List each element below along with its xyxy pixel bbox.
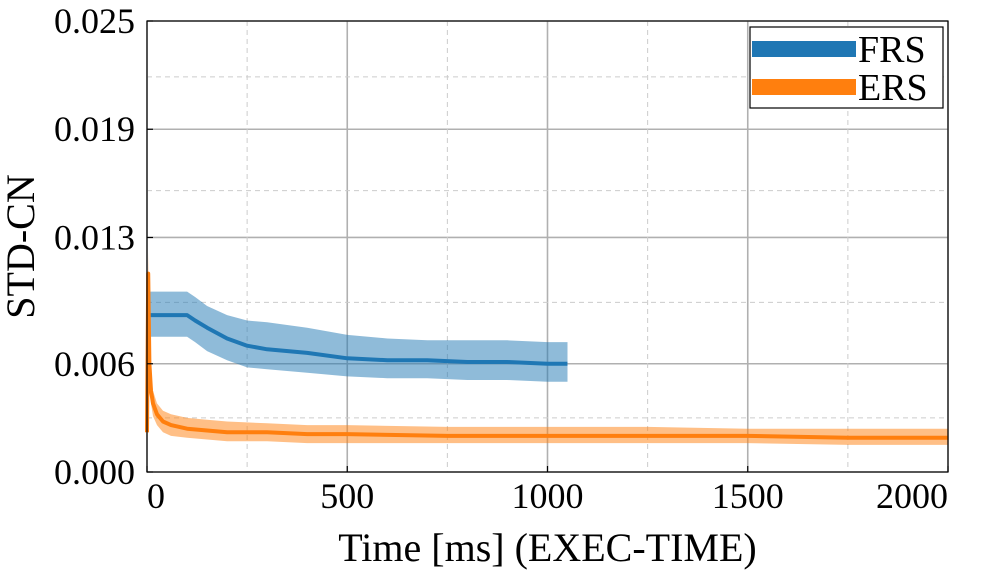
x-tick-label: 2000: [876, 476, 948, 516]
legend-label-frs: FRS: [858, 29, 926, 71]
series-lines: [145, 271, 948, 440]
line-frs: [147, 313, 568, 366]
confidence-bands: [147, 251, 948, 445]
legend-label-ers: ERS: [858, 67, 928, 109]
y-tick-label: 0.019: [54, 109, 135, 149]
y-tick-label: 0.013: [54, 217, 135, 257]
band-ers: [147, 251, 948, 445]
band-frs: [147, 291, 568, 382]
x-tick-label: 1000: [512, 476, 584, 516]
x-tick-label: 0: [147, 476, 165, 516]
y-tick-label: 0.025: [54, 1, 135, 41]
y-axis-label: STD-CN: [0, 174, 43, 318]
y-tick-label: 0.000: [54, 452, 135, 492]
axis-ticks: 0 500 1000 1500 2000 0.000 0.006 0.013 0.019 0.02…: [54, 1, 949, 516]
x-tick-label: 500: [320, 476, 374, 516]
x-axis-label: Time [ms] (EXEC-TIME): [338, 525, 756, 570]
line-ers: [145, 271, 948, 440]
x-tick-label: 1500: [712, 476, 784, 516]
y-tick-label: 0.006: [54, 344, 135, 384]
